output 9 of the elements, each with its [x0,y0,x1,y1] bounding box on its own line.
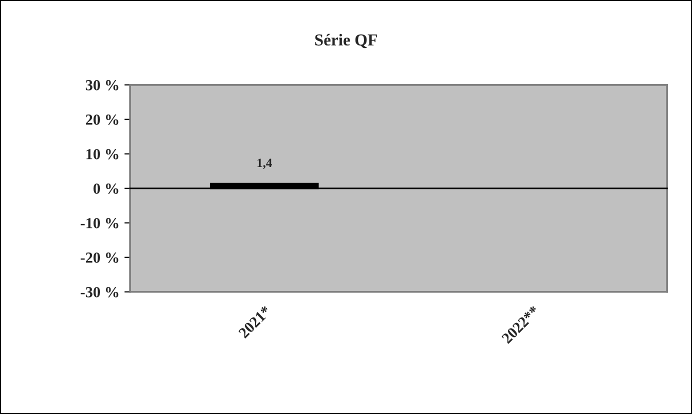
y-tick-label: -20 % [80,252,118,263]
y-tick-label: 30 % [86,80,118,90]
y-tick-label: 0 % [94,184,118,194]
y-tick-label: 20 % [86,114,118,125]
chart-title: Série QF [315,34,377,48]
y-tick-label: -10 % [80,218,118,228]
y-tick-label: 10 % [86,149,118,160]
data-label: 1,4 [258,158,272,169]
y-tick-label: -30 % [80,287,118,298]
